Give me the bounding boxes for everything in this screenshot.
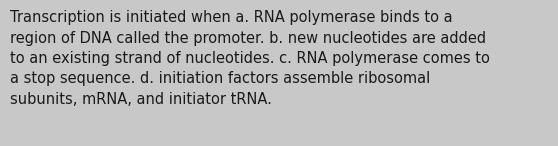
Text: Transcription is initiated when a. RNA polymerase binds to a
region of DNA calle: Transcription is initiated when a. RNA p… <box>10 10 490 107</box>
